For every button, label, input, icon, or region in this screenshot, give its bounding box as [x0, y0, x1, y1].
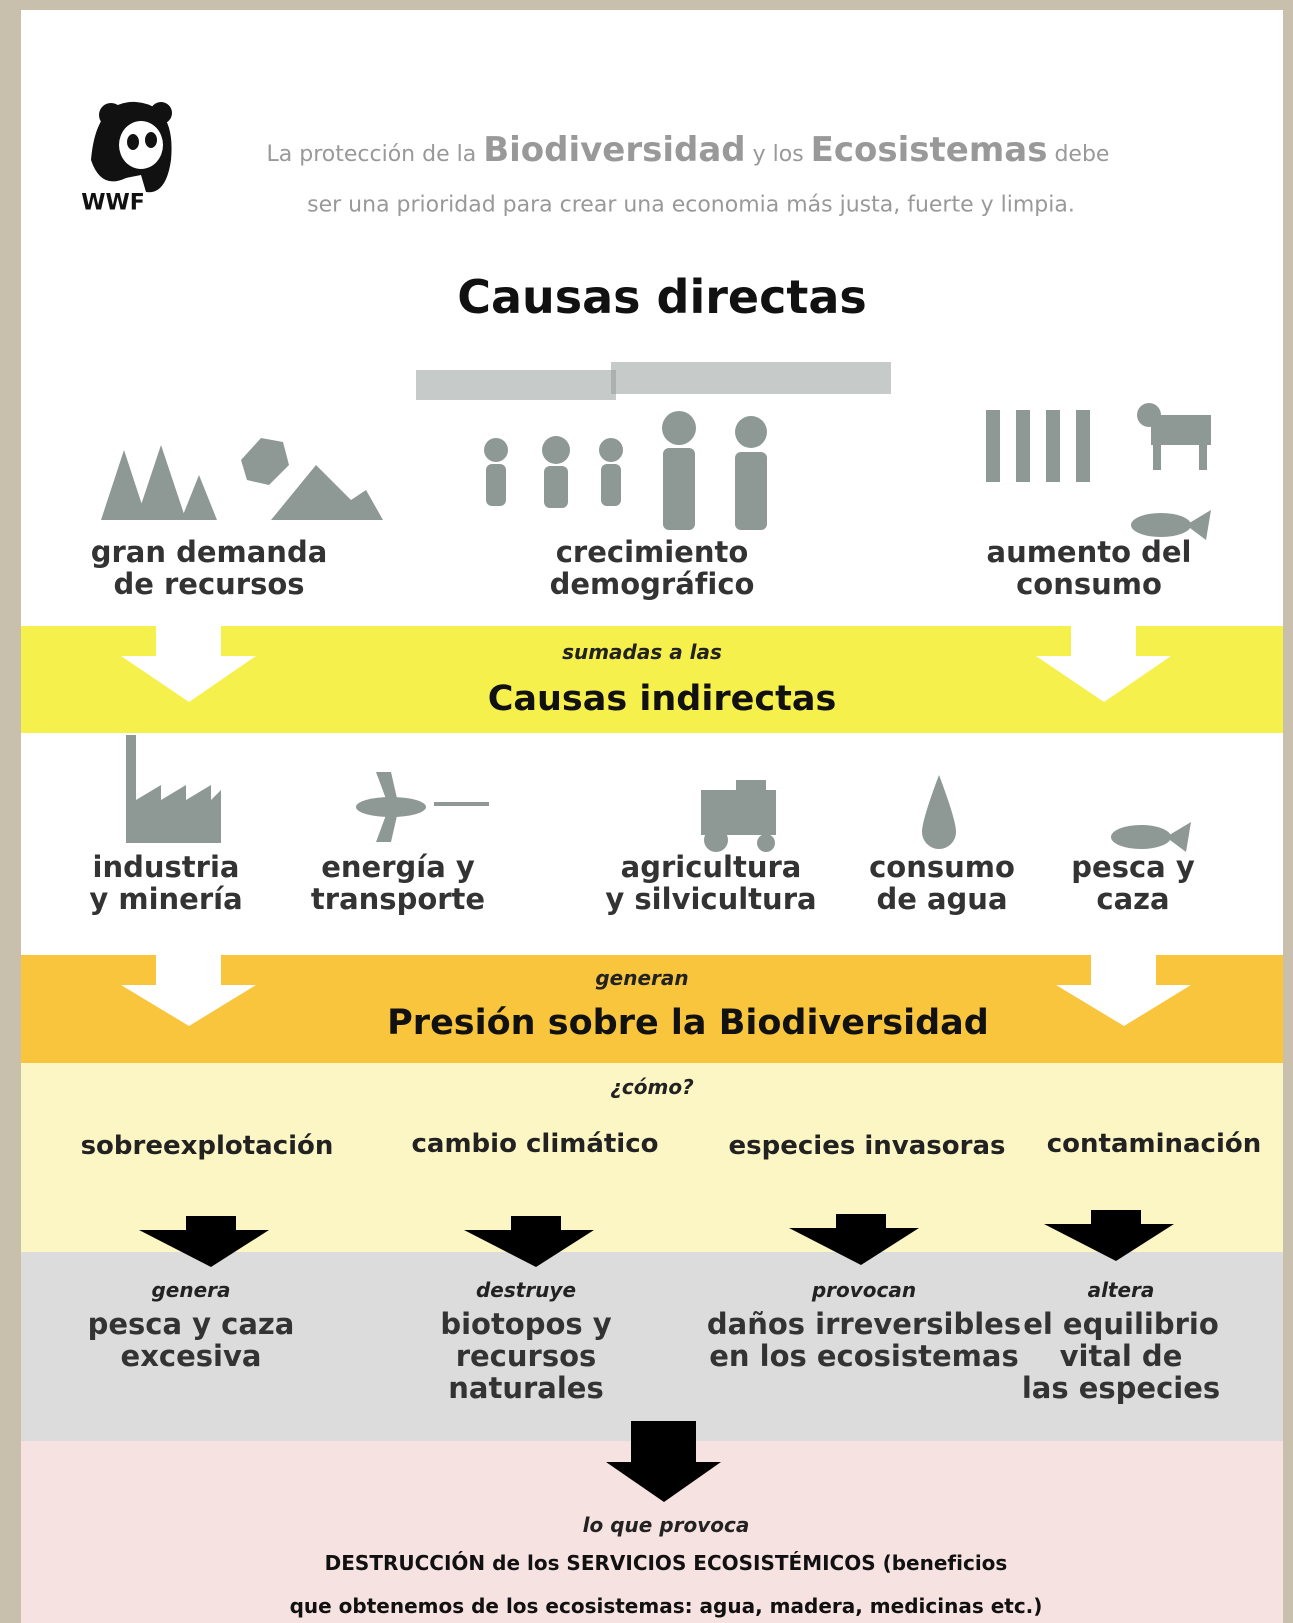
tagline-text: y los [753, 142, 804, 167]
label-line: agricultura [605, 851, 816, 883]
mechanism: sobreexplotación [81, 1131, 334, 1161]
label-line: demográfico [550, 568, 755, 600]
label-line: naturales [440, 1372, 611, 1404]
label-line: las especies [1022, 1372, 1220, 1404]
effect-verb: destruye [476, 1278, 576, 1302]
infographic: WWF La protección de la Biodiversidad y … [21, 10, 1283, 1623]
label-line: biotopos y [440, 1308, 611, 1340]
section-title: Causas directas [457, 270, 867, 324]
mechanism: especies invasoras [729, 1131, 1006, 1161]
effect-verb: genera [151, 1278, 230, 1302]
outcome-line: DESTRUCCIÓN de los SERVICIOS ECOSISTÉMIC… [325, 1551, 1008, 1575]
label-line: y minería [89, 883, 242, 915]
connector: lo que provoca [583, 1513, 750, 1537]
question: ¿cómo? [610, 1075, 693, 1099]
label-line: consumo [869, 851, 1015, 883]
label-line: el equilibrio [1022, 1308, 1220, 1340]
logo-text: WWF [81, 191, 145, 216]
mechanism: cambio climático [412, 1129, 659, 1159]
section-title: Presión sobre la Biodiversidad [387, 1003, 989, 1043]
connector: sumadas a las [562, 640, 722, 664]
label-line: gran demanda [91, 536, 328, 568]
tagline-highlight: Ecosistemas [811, 130, 1048, 170]
resource-icons [101, 438, 383, 520]
mechanism: contaminación [1047, 1129, 1262, 1159]
label-line: energía y [311, 851, 485, 883]
label-line: aumento del [987, 536, 1192, 568]
label-line: transporte [311, 883, 485, 915]
label-line: excesiva [88, 1340, 295, 1372]
indirect-icons [126, 735, 1191, 852]
effect-verb: altera [1088, 1278, 1155, 1302]
label-line: y silvicultura [605, 883, 816, 915]
outcome-line: que obtenemos de los ecosistemas: agua, … [290, 1594, 1043, 1618]
label-line: de agua [869, 883, 1015, 915]
label-line: de recursos [91, 568, 328, 600]
section-title: Causas indirectas [488, 679, 837, 719]
label-line: daños irreversibles [707, 1308, 1021, 1340]
label-line: caza [1071, 883, 1194, 915]
tagline-line2: ser una prioridad para crear una economi… [307, 193, 1075, 218]
effect-verb: provocan [812, 1278, 916, 1302]
tagline-text: La protección de la [267, 142, 477, 167]
label-line: vital de [1022, 1340, 1220, 1372]
panda-logo [91, 102, 172, 192]
label-line: crecimiento [550, 536, 755, 568]
page: WWF La protección de la Biodiversidad y … [0, 0, 1293, 1623]
label-line: en los ecosistemas [707, 1340, 1021, 1372]
label-line: recursos [440, 1340, 611, 1372]
label-line: consumo [987, 568, 1192, 600]
connector: generan [595, 966, 688, 990]
consumption-icons [986, 403, 1211, 540]
people-icons [416, 362, 891, 530]
label-line: pesca y [1071, 851, 1194, 883]
tagline-text: debe [1054, 142, 1109, 167]
tagline-line1: La protección de la Biodiversidad y los … [267, 130, 1110, 170]
tagline-highlight: Biodiversidad [483, 130, 745, 170]
label-line: industria [89, 851, 242, 883]
label-line: pesca y caza [88, 1308, 295, 1340]
